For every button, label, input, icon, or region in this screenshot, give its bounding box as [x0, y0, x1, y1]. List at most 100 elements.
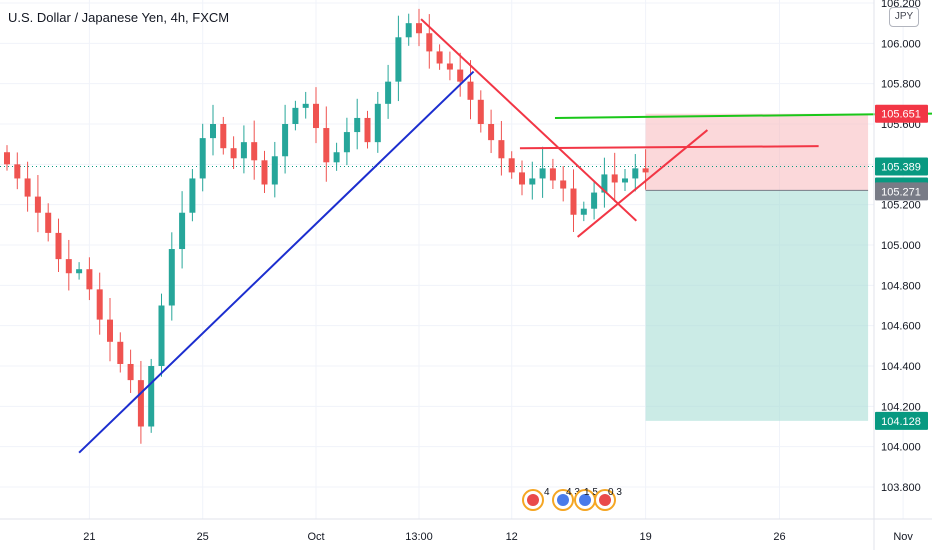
candle-body — [179, 212, 186, 250]
time-tick-label: 25 — [197, 531, 209, 543]
candle-body — [498, 140, 505, 159]
price-tick-label: 106.200 — [881, 0, 921, 10]
price-tick-label: 103.800 — [881, 482, 921, 494]
price-badge-label: 105.651 — [881, 109, 921, 121]
event-flag-icon[interactable] — [594, 489, 616, 511]
candle-body — [457, 69, 464, 82]
candle-body — [395, 37, 402, 82]
candle-body — [302, 103, 309, 108]
trendline-2[interactable] — [420, 18, 638, 222]
candle-body — [333, 152, 340, 163]
candle-body — [539, 168, 546, 179]
candle-body — [385, 81, 392, 104]
time-tick-label: 19 — [639, 531, 651, 543]
price-badge — [875, 104, 928, 123]
candle-body — [642, 168, 649, 173]
candle-body — [76, 269, 83, 274]
price-tick-label: 104.000 — [881, 442, 921, 454]
event-flag-icon[interactable] — [522, 489, 544, 511]
time-tick-label: 13:00 — [405, 531, 433, 543]
price-badge — [875, 182, 928, 201]
candle-body — [14, 164, 21, 179]
price-tick-label: 104.600 — [881, 321, 921, 333]
candle-body — [45, 212, 52, 233]
candle-body — [158, 305, 165, 366]
candle-body — [117, 341, 124, 364]
candle-body — [467, 81, 474, 100]
candle-body — [549, 168, 556, 181]
event-flag-icon[interactable] — [574, 489, 596, 511]
candle-body — [560, 180, 567, 189]
candle-body — [364, 117, 371, 143]
candle-body — [436, 51, 443, 64]
candle-body — [622, 178, 628, 183]
candle-body — [446, 63, 453, 70]
candle-body — [488, 124, 495, 141]
candle-body — [4, 152, 10, 165]
candle-body — [529, 178, 536, 185]
event-flag-4-label: 0 3 — [608, 487, 622, 498]
price-tick-label: 104.400 — [881, 361, 921, 373]
candle-body — [86, 269, 93, 290]
candle-body — [292, 107, 299, 124]
event-flag-icon[interactable] — [552, 489, 574, 511]
candle-body — [137, 380, 144, 427]
candle-body — [189, 178, 196, 213]
candle-body — [65, 259, 72, 274]
price-tick-label: 105.800 — [881, 79, 921, 91]
currency-badge[interactable]: JPY — [889, 7, 919, 27]
price-tick-label: 105.200 — [881, 200, 921, 212]
chart-title: U.S. Dollar / Japanese Yen, 4h, FXCM — [8, 10, 230, 25]
candle-body — [96, 289, 103, 320]
candle-body — [343, 132, 350, 153]
trendline-1[interactable] — [78, 70, 475, 454]
economic-events[interactable]: 4 4 3 1 5 0 3 — [522, 487, 632, 517]
candle-body — [251, 142, 258, 161]
candle-body — [519, 172, 525, 185]
candle-body — [282, 124, 289, 157]
candle-body — [168, 249, 175, 306]
price-badge-label: 105.389 — [881, 162, 921, 174]
candle-body — [580, 208, 587, 215]
event-flag-2-label: 4 3 — [566, 487, 580, 498]
price-badge-label: 104.128 — [881, 416, 921, 428]
time-tick-label: Oct — [307, 531, 324, 543]
price-tick-label: 104.200 — [881, 401, 921, 413]
candle-body — [374, 103, 381, 143]
candle-body — [261, 160, 268, 185]
price-badge-label: 105.271 — [881, 186, 921, 198]
candle-body — [405, 23, 412, 38]
candle-body — [210, 124, 216, 139]
event-flag-1-label: 4 — [544, 487, 550, 498]
candle-body — [230, 148, 237, 159]
candle-body — [55, 232, 62, 260]
candle-body — [508, 158, 515, 173]
trendline-4[interactable] — [519, 145, 819, 150]
time-tick-label: 12 — [506, 531, 518, 543]
candle-body — [220, 124, 227, 149]
candle-body — [611, 174, 618, 183]
candle-body — [632, 168, 639, 179]
stop-loss-zone[interactable] — [645, 113, 869, 191]
candle-body — [148, 366, 155, 427]
candle-body — [199, 138, 206, 179]
candle-body — [24, 178, 31, 197]
price-badge — [875, 411, 928, 430]
candle-body — [601, 174, 608, 193]
event-flag-3-label: 1 5 — [584, 487, 598, 498]
time-tick-label: 21 — [83, 531, 95, 543]
candle-body — [354, 117, 361, 133]
candle-body — [34, 196, 41, 213]
candle-body — [477, 99, 484, 124]
price-tick-label: 104.800 — [881, 280, 921, 292]
take-profit-zone[interactable] — [645, 190, 869, 421]
price-tick-label: 105.000 — [881, 240, 921, 252]
candle-body — [426, 33, 433, 52]
candle-body — [591, 192, 598, 209]
candle-body — [416, 23, 422, 34]
time-tick-label: 26 — [773, 531, 785, 543]
candle-body — [271, 156, 278, 185]
candle-body — [127, 363, 134, 381]
candle-body — [313, 103, 319, 129]
